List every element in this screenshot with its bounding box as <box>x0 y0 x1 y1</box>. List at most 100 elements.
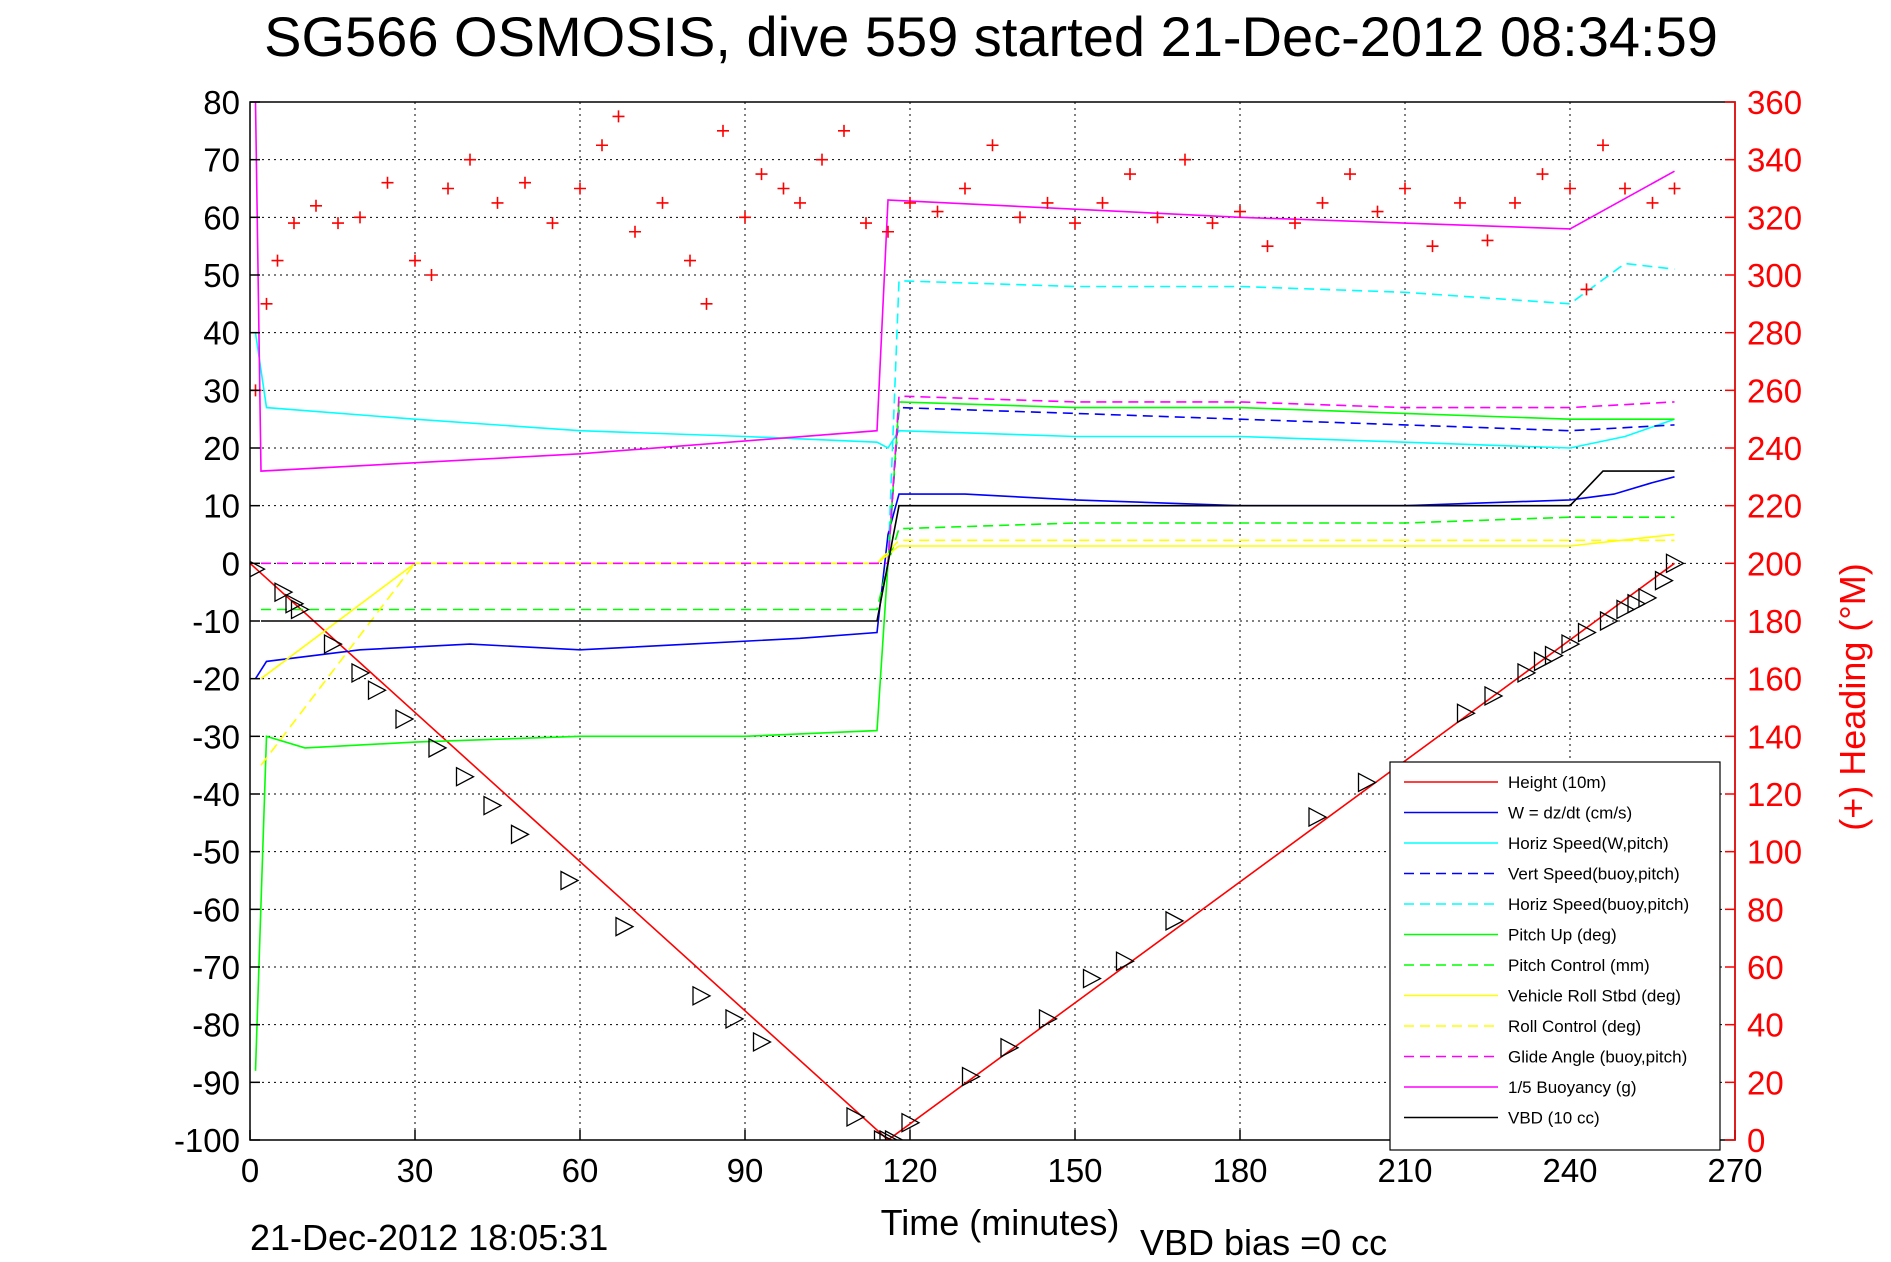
chart-title: SG566 OSMOSIS, dive 559 started 21-Dec-2… <box>264 5 1718 68</box>
x-axis-label: Time (minutes) <box>881 1202 1120 1243</box>
height-marker <box>290 599 310 620</box>
heading-point <box>288 217 300 230</box>
height-marker <box>323 633 343 655</box>
height-marker <box>1357 772 1377 793</box>
series-line-horiz-speed-w-pitch <box>254 332 1675 450</box>
y-tick-label: 0 <box>222 545 240 582</box>
heading-point <box>1454 196 1466 209</box>
y-right-tick-label: 160 <box>1747 661 1802 698</box>
height-marker <box>1577 622 1597 643</box>
y-right-tick-label: 180 <box>1747 603 1802 640</box>
heading-point <box>1580 283 1593 296</box>
height-marker <box>274 582 294 603</box>
height-marker <box>615 916 635 937</box>
heading-point <box>354 211 366 224</box>
legend-label: Horiz Speed(W,pitch) <box>1508 834 1669 853</box>
y-right-tick-label: 60 <box>1747 949 1784 986</box>
series-line-1-5-buoyancy-g <box>254 102 1675 472</box>
heading-point <box>1371 205 1384 218</box>
height-marker <box>692 985 712 1006</box>
height-marker <box>367 680 387 701</box>
heading-point <box>1151 211 1164 224</box>
heading-point <box>882 225 894 238</box>
x-tick-label: 120 <box>882 1152 937 1189</box>
heading-point <box>1041 196 1054 209</box>
height-marker <box>1484 685 1504 707</box>
height-marker <box>884 1129 904 1140</box>
series-line-height-10m <box>250 562 1675 1140</box>
y-right-tick-label: 200 <box>1747 545 1802 582</box>
heading-point <box>860 217 872 230</box>
y-tick-label: 80 <box>203 84 240 121</box>
heading-point <box>986 139 999 152</box>
heading-point <box>1206 217 1219 230</box>
heading-point <box>684 254 696 267</box>
legend-label: Height (10m) <box>1508 773 1606 792</box>
heading-point <box>260 297 273 310</box>
y-right-tick-label: 360 <box>1747 84 1802 121</box>
x-tick-label: 0 <box>241 1152 259 1189</box>
heading-point <box>1646 196 1659 209</box>
y-tick-label: -50 <box>192 834 240 871</box>
height-marker <box>428 737 448 758</box>
y-tick-label: 40 <box>203 315 240 352</box>
y-tick-label: -60 <box>192 891 240 928</box>
y-tick-label: 30 <box>203 372 240 409</box>
heading-point <box>1316 196 1329 209</box>
heading-point <box>1426 240 1439 253</box>
heading-point <box>904 196 916 209</box>
heading-point <box>629 225 641 238</box>
y-tick-label: 70 <box>203 142 240 179</box>
y-right-tick-label: 320 <box>1747 199 1802 236</box>
height-marker <box>1544 645 1564 666</box>
y-tick-label: 10 <box>203 488 240 525</box>
heading-point <box>491 196 504 209</box>
height-marker <box>725 1008 745 1029</box>
y-tick-label: -80 <box>192 1007 240 1044</box>
height-marker <box>1638 587 1658 609</box>
legend-label: VBD (10 cc) <box>1508 1109 1600 1128</box>
y-right-tick-label: 220 <box>1747 488 1802 525</box>
axis-ticks: 0 30 60 90 120 150 180 210 240 270-100-90-80-70-6… <box>174 84 1802 1189</box>
legend-box <box>1389 761 1721 1151</box>
height-marker <box>1000 1037 1020 1058</box>
heading-point <box>755 168 768 181</box>
y-tick-label: -90 <box>192 1064 240 1101</box>
heading-point <box>1344 168 1356 181</box>
height-marker <box>1517 662 1537 683</box>
legend-label: Vert Speed(buoy,pitch) <box>1508 865 1680 884</box>
height-marker <box>1038 1008 1058 1029</box>
height-marker <box>1665 553 1685 574</box>
x-tick-label: 210 <box>1377 1152 1432 1189</box>
height-marker <box>1627 593 1647 614</box>
y-right-tick-label: 340 <box>1747 142 1802 179</box>
legend-label: 1/5 Buoyancy (g) <box>1508 1078 1637 1097</box>
heading-point <box>546 217 559 230</box>
y-tick-label: 50 <box>203 257 240 294</box>
x-tick-label: 270 <box>1707 1152 1762 1189</box>
heading-point <box>425 269 438 281</box>
y-tick-label: -40 <box>192 776 240 813</box>
heading-point <box>1124 168 1136 181</box>
legend-label: W = dz/dt (cm/s) <box>1508 804 1632 823</box>
height-marker <box>752 1031 772 1053</box>
y-tick-label: 60 <box>203 199 240 236</box>
heading-point <box>717 124 729 137</box>
height-marker <box>1561 633 1581 655</box>
y-tick-label: -10 <box>192 603 240 640</box>
heading-point <box>959 182 971 195</box>
heading-point <box>442 182 454 195</box>
height-marker <box>250 560 266 578</box>
heading-point <box>464 153 476 166</box>
heading-point <box>1481 234 1494 247</box>
height-marker <box>483 795 503 816</box>
height-marker <box>351 662 371 683</box>
heading-point <box>1014 211 1026 224</box>
x-tick-label: 240 <box>1542 1152 1597 1189</box>
height-marker <box>961 1066 981 1087</box>
series-line-vbd-10-cc <box>261 470 1675 622</box>
height-marker <box>1654 570 1674 591</box>
heading-point <box>381 176 394 189</box>
y-right-tick-label: 0 <box>1747 1122 1765 1159</box>
